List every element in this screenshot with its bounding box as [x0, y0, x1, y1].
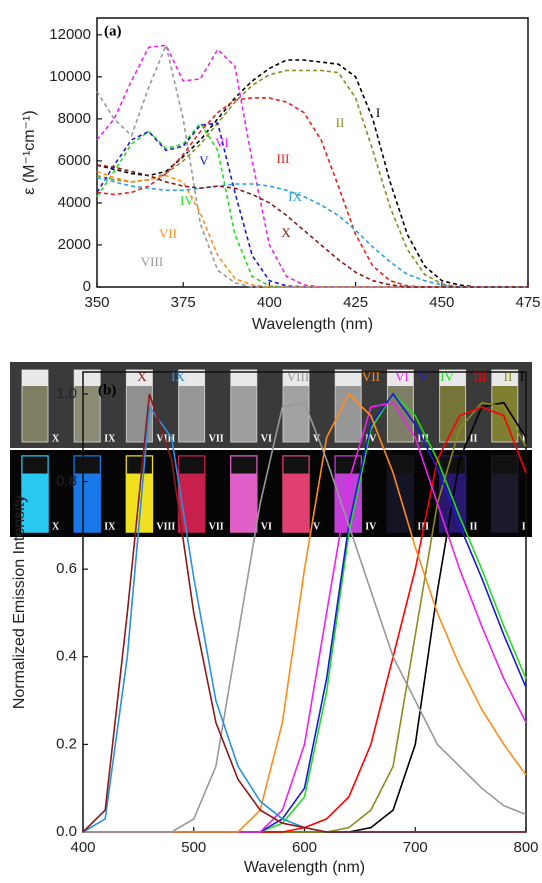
series-line [96, 164, 528, 288]
y-tick-label: 0.2 [56, 735, 77, 752]
series-label: VII [159, 226, 177, 241]
vial-cap [230, 370, 257, 386]
y-axis-label: ε (M⁻¹cm⁻¹) [21, 110, 38, 194]
y-tick-label: 8000 [58, 110, 91, 127]
vial-label: VII [209, 521, 224, 532]
x-tick-label: 700 [403, 839, 428, 856]
x-tick-label: 350 [84, 294, 109, 311]
vial-cap [386, 455, 414, 475]
series-label: IX [288, 189, 302, 204]
vial-cap [22, 370, 48, 386]
y-tick-label: 10000 [49, 68, 91, 85]
vial-cap [125, 455, 153, 475]
x-tick-label: 600 [292, 839, 317, 856]
vial-cap [178, 455, 206, 475]
series-line [82, 393, 526, 833]
series-label: VI [215, 135, 229, 150]
vial-label: IX [104, 433, 116, 444]
x-tick-label: 425 [343, 294, 368, 311]
series-label: II [504, 369, 513, 384]
y-tick-label: 6000 [58, 152, 91, 169]
vial-cap [335, 370, 362, 386]
series-label: II [336, 115, 345, 130]
series-line [96, 176, 528, 288]
series-label: VIII [287, 369, 309, 384]
x-tick-label: 800 [513, 839, 538, 856]
vial-label: I [522, 521, 526, 532]
vial-cap [491, 370, 518, 386]
vial-label: II [470, 433, 478, 444]
vial-cap [334, 455, 362, 475]
y-tick-label: 1.0 [56, 385, 77, 402]
vial-cap [283, 370, 309, 386]
series-line [96, 42, 528, 288]
series-label: X [137, 369, 147, 384]
vial-label: VI [261, 521, 272, 532]
vial-label: VIII [156, 521, 175, 532]
series-label: X [281, 225, 291, 240]
series-label: III [277, 151, 290, 166]
series-label: IV [180, 193, 194, 208]
x-tick-label: 400 [257, 294, 282, 311]
vial-cap [126, 370, 153, 386]
vial-cap [230, 455, 258, 475]
y-tick-label: 12000 [49, 26, 91, 43]
vial-cap [21, 455, 49, 475]
vial-label: X [52, 433, 60, 444]
vial-label: IX [104, 521, 116, 532]
vial-cap [178, 370, 205, 386]
series-line [96, 44, 528, 288]
series-label: III [474, 369, 487, 384]
series-label: VII [362, 369, 380, 384]
vial-label: VII [209, 433, 224, 444]
y-tick-label: 2000 [58, 236, 91, 253]
series-label: V [199, 153, 209, 168]
y-tick-label: 0.8 [56, 472, 77, 489]
series-label: I [376, 105, 380, 120]
vial-cap [282, 455, 310, 475]
y-tick-label: 0.4 [56, 648, 77, 665]
series-label: VIII [141, 254, 163, 269]
series-label: IX [171, 369, 185, 384]
x-tick-label: 375 [171, 294, 196, 311]
vial-label: X [52, 521, 60, 532]
vial-label: VI [261, 433, 272, 444]
vial-label: I [522, 433, 526, 444]
y-tick-label: 0 [83, 278, 91, 295]
series-label: VI [395, 369, 409, 384]
panel-title: (b) [98, 382, 116, 398]
y-axis-label: Normalized Emission Intensity [11, 495, 28, 709]
vial-cap [387, 370, 414, 386]
vial-cap [491, 455, 519, 475]
series-label: I [520, 369, 524, 384]
series-label: V [418, 369, 428, 384]
y-tick-label: 0.0 [56, 823, 77, 840]
x-axis-label: Wavelength (nm) [244, 859, 365, 876]
x-tick-label: 400 [70, 839, 95, 856]
vial-cap [439, 370, 466, 386]
plot-frame [96, 17, 529, 288]
vial-cap [74, 370, 101, 386]
x-tick-label: 450 [429, 294, 454, 311]
vial-label: VIII [156, 433, 175, 444]
vial-label: V [313, 433, 321, 444]
series-line [96, 59, 528, 288]
x-tick-label: 475 [515, 294, 540, 311]
x-tick-label: 500 [181, 839, 206, 856]
y-tick-label: 0.6 [56, 560, 77, 577]
vial-label: II [470, 521, 478, 532]
y-tick-label: 4000 [58, 194, 91, 211]
vial-label: IV [365, 521, 377, 532]
vial-label: V [313, 521, 321, 532]
series-label: IV [440, 369, 454, 384]
vial-cap [73, 455, 101, 475]
vial-cap [439, 455, 467, 475]
vial-label: IV [365, 433, 377, 444]
x-axis-label: Wavelength (nm) [252, 316, 373, 333]
series-line [83, 401, 527, 833]
panel-title: (a) [104, 23, 122, 39]
